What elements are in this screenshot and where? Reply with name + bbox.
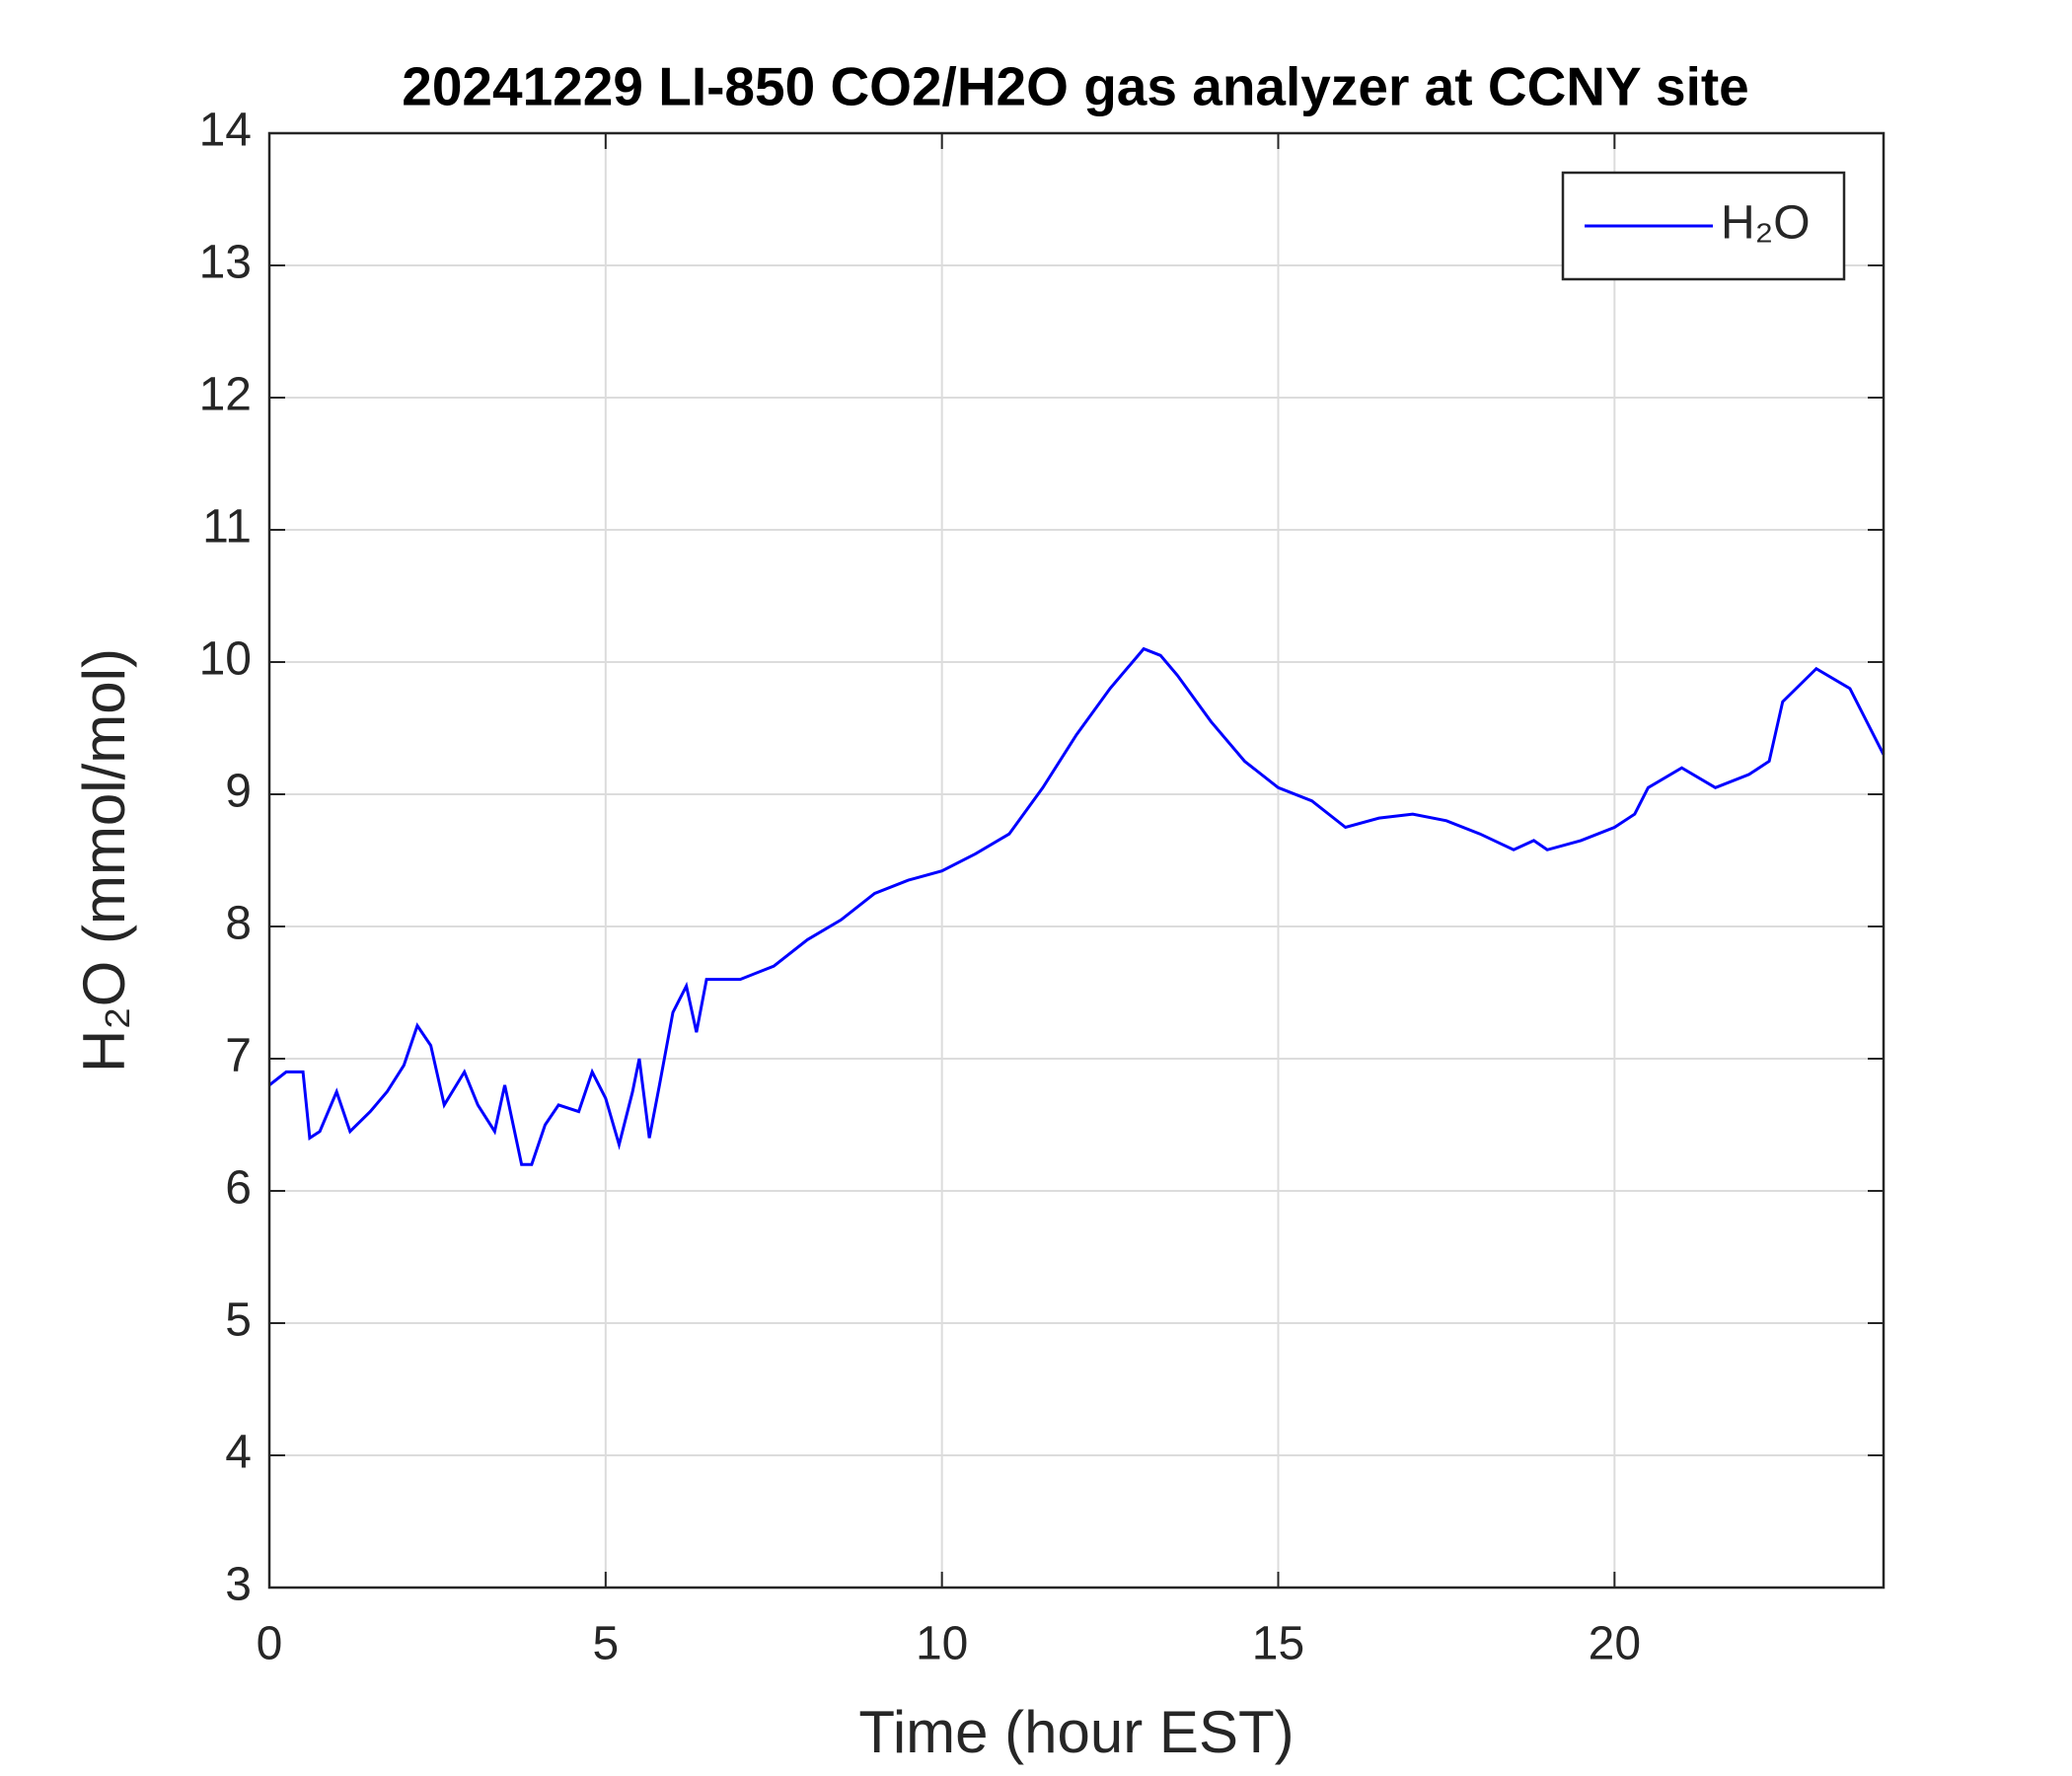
y-tick-label: 9 [225, 766, 252, 818]
plot-area [269, 133, 1884, 1588]
y-tick-label: 5 [225, 1295, 252, 1347]
y-tick-label: 3 [225, 1559, 252, 1611]
x-tick-label: 15 [1252, 1618, 1304, 1670]
y-tick-label: 12 [199, 369, 252, 421]
y-tick-label: 10 [199, 633, 252, 686]
y-tick-label: 8 [225, 898, 252, 950]
x-tick-label: 10 [916, 1618, 968, 1670]
y-axis-label: H₂O (mmol/mol) [71, 648, 137, 1073]
data-line [268, 646, 1886, 1166]
y-tick-label: 13 [199, 237, 252, 289]
legend-label: H₂O [1721, 197, 1811, 250]
y-tick-label: 6 [225, 1162, 252, 1215]
y-tick-label: 7 [225, 1030, 252, 1082]
chart-title: 20241229 LI-850 CO2/H2O gas analyzer at … [402, 56, 1749, 117]
axes-box [267, 131, 1886, 1590]
x-tick-label: 20 [1589, 1618, 1641, 1670]
x-tick-label: 5 [592, 1618, 619, 1670]
y-tick-label: 14 [199, 105, 252, 157]
y-tick-label: 11 [202, 501, 252, 554]
x-axis-label: Time (hour EST) [858, 1699, 1294, 1765]
y-tick-label: 4 [225, 1427, 252, 1479]
x-tick-label: 0 [257, 1618, 283, 1670]
